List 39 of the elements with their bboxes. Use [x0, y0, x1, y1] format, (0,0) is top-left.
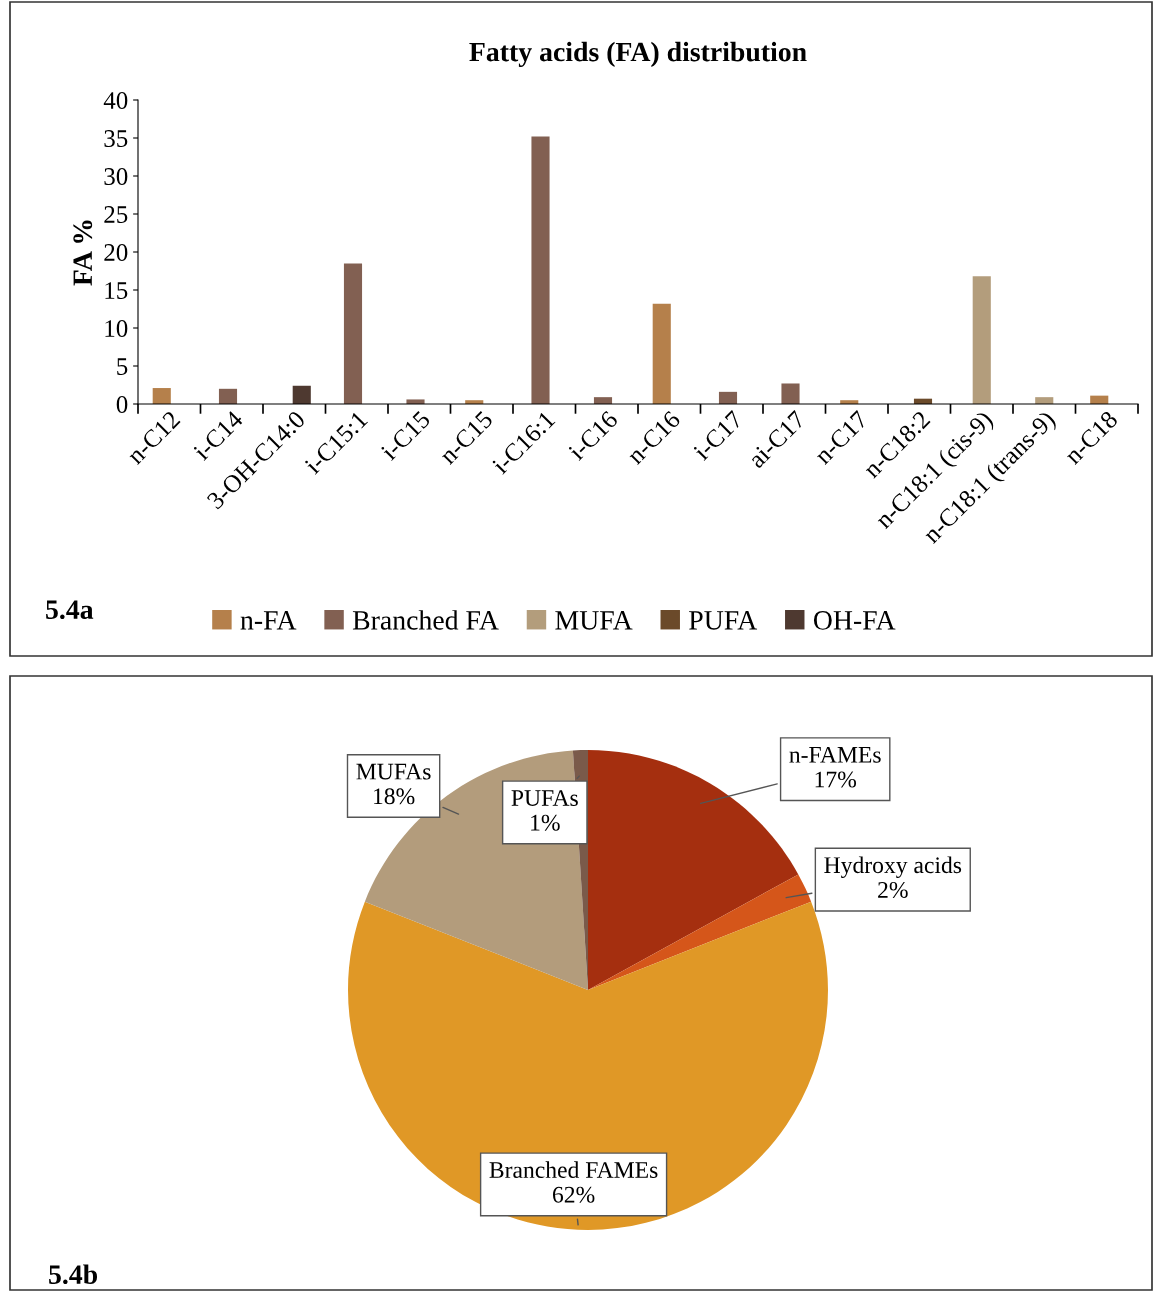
bar [781, 383, 800, 404]
slice-label: PUFAs [511, 790, 578, 806]
legend-label: OH-FA [813, 611, 896, 630]
y-tick-label: 25 [104, 206, 128, 223]
bar [292, 385, 311, 404]
chart-title: Fatty acids (FA) distribution [469, 41, 807, 68]
data-label: 2% [878, 881, 908, 898]
bar [218, 388, 238, 404]
y-tick-label: 0 [116, 396, 128, 413]
legend-label: Branched FA [352, 610, 499, 630]
bar [152, 388, 171, 404]
bar [652, 303, 671, 404]
legend-label: n-FA [240, 611, 297, 630]
y-tick-label: 15 [105, 282, 128, 299]
slice-label: Hydroxy acids [824, 856, 962, 878]
text: 5.4a [46, 600, 94, 620]
y-tick-label: 10 [105, 320, 128, 337]
data-label: 1% [531, 814, 560, 831]
legend-label: PUFA [689, 611, 758, 630]
bar [972, 276, 991, 404]
bar [406, 399, 425, 404]
bar [343, 263, 363, 404]
slice-label: MUFAs [356, 763, 431, 780]
y-tick-label: 5 [117, 358, 128, 375]
y-tick-label: 40 [103, 92, 128, 109]
data-label: 62% [552, 1186, 595, 1203]
bar [531, 136, 550, 404]
slice-label: Branched FAMEs [489, 1161, 658, 1178]
y-axis-title: FA % [73, 220, 93, 286]
legend-label: MUFA [555, 611, 633, 630]
bar [718, 391, 738, 404]
y-tick-label: 35 [104, 130, 128, 147]
data-label: 17% [815, 771, 857, 788]
data-label: 18% [374, 788, 415, 805]
y-tick-label: 30 [104, 168, 128, 185]
pie-slice [588, 874, 812, 990]
text: 5.4b [49, 1264, 98, 1285]
slice-label: n-FAMEs [789, 746, 881, 763]
y-tick-label: 20 [104, 244, 128, 261]
